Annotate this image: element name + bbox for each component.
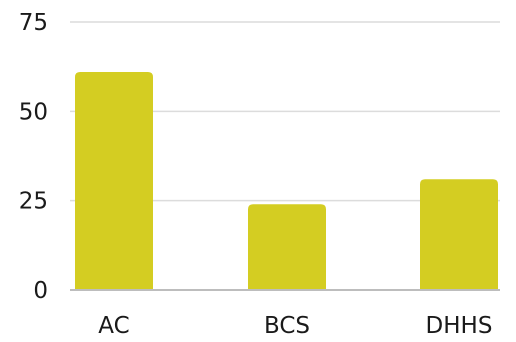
bar-dhhs <box>420 179 498 290</box>
y-tick-label: 25 <box>19 189 48 215</box>
x-category-label: DHHS <box>426 313 493 338</box>
y-tick-label: 0 <box>33 278 48 304</box>
bar-bcs <box>248 204 326 290</box>
x-category-labels: AC BCS DHHS <box>98 313 493 339</box>
y-tick-label: 50 <box>19 99 48 125</box>
y-tick-labels: 0 25 50 75 <box>19 10 48 304</box>
bar-ac <box>75 72 153 290</box>
y-tick-label: 75 <box>19 10 48 36</box>
bars <box>75 72 498 290</box>
x-category-label: BCS <box>264 313 310 338</box>
x-category-label: AC <box>98 313 129 338</box>
